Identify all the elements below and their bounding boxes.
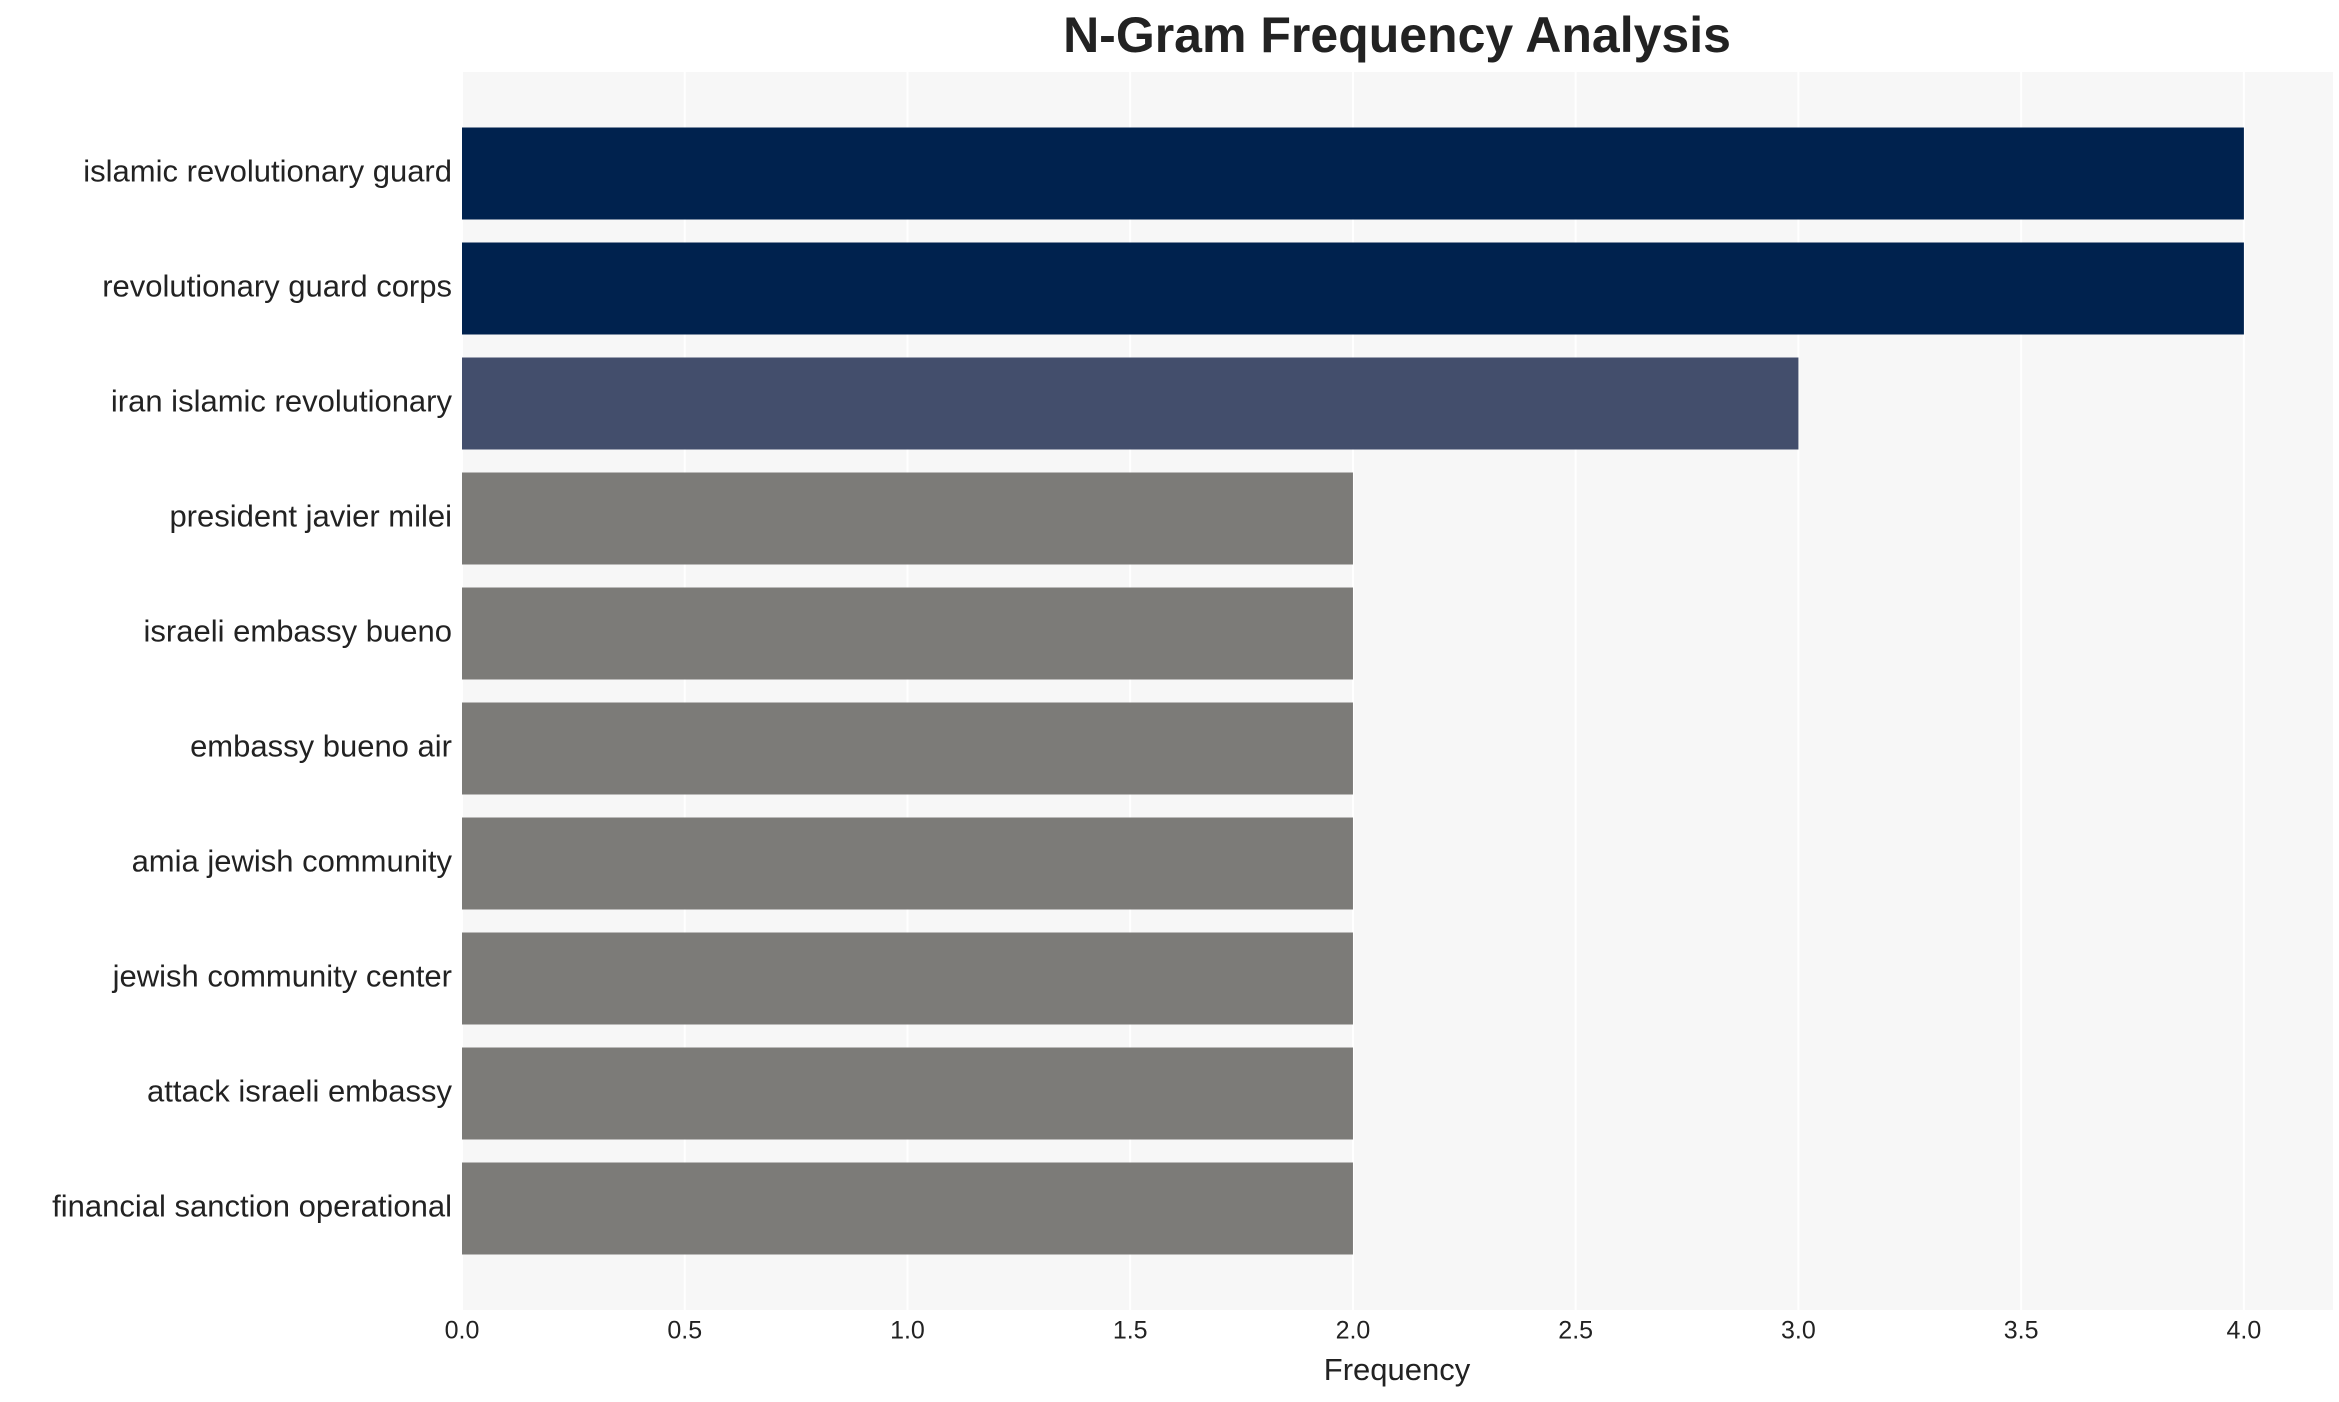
bar <box>462 1047 1353 1140</box>
y-tick-label: attack israeli embassy <box>147 1074 452 1109</box>
y-tick-label: amia jewish community <box>132 844 453 879</box>
bar <box>462 1162 1353 1255</box>
bar <box>462 242 2244 335</box>
x-tick-label: 3.0 <box>1781 1317 1816 1345</box>
x-tick-label: 2.5 <box>1558 1317 1593 1345</box>
x-tick-label: 1.5 <box>1113 1317 1148 1345</box>
x-tick-label: 0.0 <box>445 1317 480 1345</box>
bar <box>462 702 1353 795</box>
bar <box>462 357 1799 450</box>
x-axis-label: Frequency <box>1324 1352 1471 1387</box>
y-tick-label: israeli embassy bueno <box>144 614 452 649</box>
y-tick-label: islamic revolutionary guard <box>83 154 452 189</box>
x-tick-label: 3.5 <box>2004 1317 2039 1345</box>
y-tick-label: iran islamic revolutionary <box>111 384 453 419</box>
bar <box>462 817 1353 910</box>
x-tick-label: 1.0 <box>890 1317 925 1345</box>
x-tick-label: 2.0 <box>1336 1317 1371 1345</box>
y-tick-label: revolutionary guard corps <box>102 269 452 304</box>
y-tick-label: president javier milei <box>169 499 452 534</box>
bar <box>462 932 1353 1025</box>
chart-title: N-Gram Frequency Analysis <box>1063 7 1731 63</box>
x-tick-label: 4.0 <box>2227 1317 2262 1345</box>
y-tick-label: financial sanction operational <box>52 1189 452 1224</box>
bar <box>462 127 2244 220</box>
y-tick-label: embassy bueno air <box>190 729 452 764</box>
x-tick-label: 0.5 <box>667 1317 702 1345</box>
bar <box>462 587 1353 680</box>
y-tick-label: jewish community center <box>112 959 452 994</box>
bar <box>462 472 1353 565</box>
